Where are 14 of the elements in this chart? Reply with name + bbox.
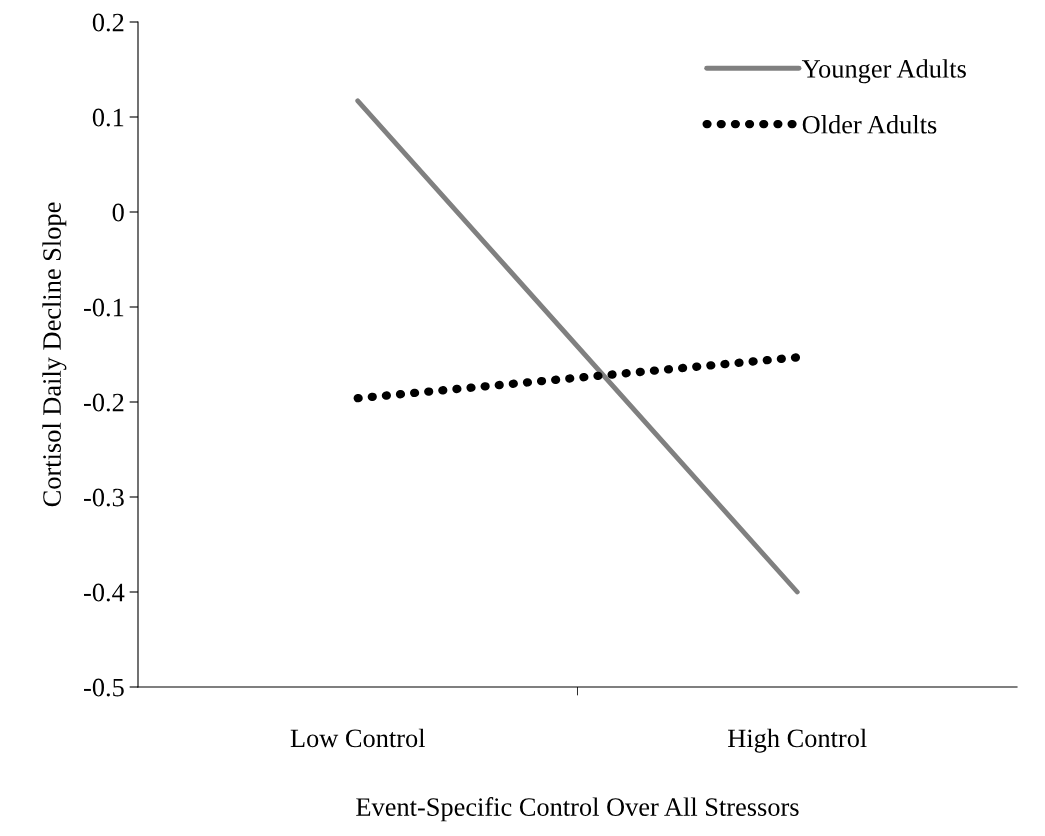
y-tick-label: 0 <box>112 203 124 222</box>
x-axis-title: Event-Specific Control Over All Stressors <box>356 797 799 822</box>
y-tick-label: 0.2 <box>92 13 124 32</box>
y-tick-label: -0.5 <box>84 678 124 697</box>
x-tick-label: Low Control <box>290 728 426 748</box>
y-tick-label: -0.2 <box>84 393 124 412</box>
legend-label: Older Adults <box>802 115 937 134</box>
y-tick-label: -0.3 <box>84 488 124 507</box>
y-tick-label: -0.4 <box>84 583 125 602</box>
y-axis-title: Cortisol Daily Decline Slope <box>42 202 67 507</box>
y-tick-label: 0.1 <box>92 108 124 127</box>
x-tick-label: High Control <box>728 728 867 753</box>
y-tick-label: -0.1 <box>84 298 124 317</box>
legend-label: Younger Adults <box>801 59 966 84</box>
